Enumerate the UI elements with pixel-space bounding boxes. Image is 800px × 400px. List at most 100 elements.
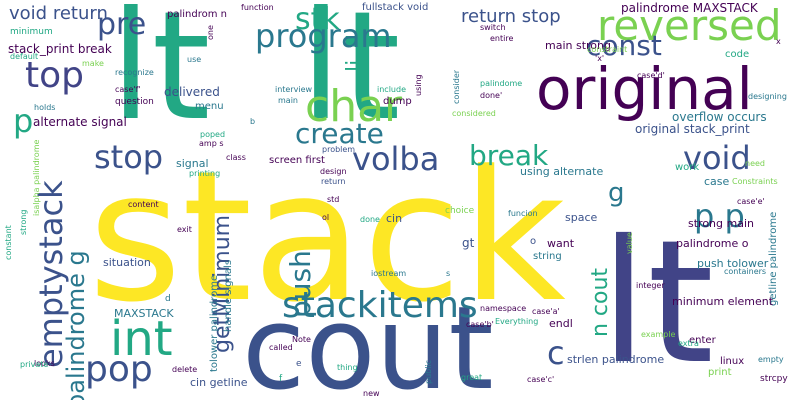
word-example: example bbox=[641, 330, 676, 339]
word-palindrome-maxstack: palindrome MAXSTACK bbox=[621, 1, 758, 15]
word-program: program bbox=[255, 17, 392, 55]
word-cin: cin bbox=[386, 212, 403, 225]
word-considered: considered bbox=[452, 109, 496, 118]
word-cin-getline: cin getline bbox=[190, 376, 248, 389]
word-new: new bbox=[363, 389, 380, 398]
word-x-quoted: 'x' bbox=[595, 54, 605, 63]
word-f: f bbox=[279, 374, 283, 384]
word-push: push bbox=[284, 250, 317, 318]
word-create: create bbox=[295, 117, 384, 150]
word-dump: dump bbox=[383, 96, 412, 107]
word-endl: endl bbox=[549, 317, 573, 330]
word-li: li bbox=[343, 59, 368, 72]
word-note: Note bbox=[292, 335, 311, 344]
word-return: return bbox=[321, 177, 346, 186]
word-palindrome-g: palindrome g bbox=[62, 250, 90, 400]
word-stop: stop bbox=[94, 138, 164, 176]
word-c: c bbox=[547, 334, 565, 372]
word-getline-palindrome: getline palindrome bbox=[768, 211, 779, 306]
word-b: b bbox=[250, 117, 256, 126]
word-volba: volba bbox=[352, 140, 440, 178]
word-iostream: iostream bbox=[371, 269, 407, 278]
word-integer: integer bbox=[636, 281, 665, 290]
word-value: value bbox=[625, 232, 634, 254]
word-problem: problem bbox=[322, 145, 356, 154]
word-palindome: palindome bbox=[480, 79, 523, 88]
word-x: x bbox=[776, 37, 781, 46]
word-one: one bbox=[206, 25, 215, 40]
word-std: std bbox=[327, 195, 340, 204]
word-space: space bbox=[565, 211, 598, 224]
word-consider: consider bbox=[452, 69, 461, 104]
word-case-f: case'f' bbox=[115, 85, 141, 94]
word-alternate-signal: alternate signal bbox=[33, 115, 127, 129]
word-g: g bbox=[608, 178, 625, 208]
word-case-a: case'a' bbox=[532, 307, 560, 316]
word-cout: cout bbox=[242, 282, 494, 400]
word-class: class bbox=[226, 153, 246, 162]
word-amp-s: amp s bbox=[199, 139, 224, 148]
word-empty: empty bbox=[758, 355, 784, 364]
word-code: code bbox=[725, 49, 750, 60]
word-gt: gt bbox=[462, 236, 475, 250]
word-handle-signals: handle signals bbox=[223, 259, 234, 332]
word-include: include bbox=[377, 85, 406, 94]
word-o: o bbox=[530, 236, 537, 247]
word-palindrome-o: palindrome o bbox=[676, 237, 749, 250]
word-use: use bbox=[187, 55, 202, 64]
word-minimum-element: minimum element bbox=[672, 295, 774, 308]
word-private: private bbox=[20, 360, 49, 369]
word-signal: signal bbox=[176, 157, 209, 170]
word-case-d: case'd' bbox=[637, 71, 665, 80]
word-enter: enter bbox=[689, 335, 716, 346]
word-palindrom-n: palindrom n bbox=[167, 9, 227, 20]
word-designing: designing bbox=[748, 92, 787, 101]
word-lt: lt bbox=[600, 204, 714, 400]
word-using: using bbox=[414, 74, 423, 96]
word-linux: linux bbox=[720, 356, 745, 367]
word-strong-main: strong main bbox=[688, 217, 754, 230]
word-case-c: case'c' bbox=[527, 375, 555, 384]
word-namespace: namespace bbox=[480, 304, 527, 313]
word-menu: menu bbox=[195, 101, 224, 112]
word-great: great bbox=[461, 373, 483, 382]
word-p-p: p p bbox=[694, 197, 745, 235]
word-choice: choice bbox=[445, 206, 475, 216]
word-work: work bbox=[675, 162, 700, 173]
word-stack: stack bbox=[88, 133, 566, 342]
word-thing: thing bbox=[337, 363, 358, 372]
word-original-stack-print: original stack_print bbox=[635, 122, 750, 136]
word-stk: stk bbox=[295, 2, 340, 37]
word-printing: printing bbox=[189, 169, 221, 178]
word-make: make bbox=[82, 59, 104, 68]
word-using-alternate: using alternate bbox=[520, 165, 604, 178]
word-entire: entire bbox=[490, 34, 514, 43]
word-return-stop: return stop bbox=[461, 6, 561, 27]
word-reversed: reversed bbox=[597, 1, 782, 50]
word-lt: lt bbox=[110, 0, 211, 154]
word-question: question bbox=[115, 97, 154, 107]
word-ol: ol bbox=[322, 213, 330, 222]
word-delivered: delivered bbox=[164, 85, 220, 99]
word-isalpha-palindrome: isalpha palindrome bbox=[32, 139, 41, 216]
word-s: s bbox=[446, 269, 451, 278]
word-strcpy: strcpy bbox=[760, 374, 788, 384]
word-default: default bbox=[10, 52, 39, 61]
word-e: e bbox=[296, 359, 302, 369]
word-done: done bbox=[360, 215, 380, 224]
word-funcion: funcion bbox=[508, 209, 538, 218]
word-pre: pre bbox=[97, 7, 147, 42]
word-string: string bbox=[533, 251, 562, 262]
word-called: called bbox=[269, 343, 293, 352]
word-main: main bbox=[278, 96, 298, 105]
word-constraint: constraint bbox=[587, 45, 628, 54]
word-maxstack: MAXSTACK bbox=[114, 307, 174, 320]
word-strlen-palindrome: strlen palindrome bbox=[567, 353, 665, 366]
word-poped: poped bbox=[200, 130, 226, 139]
word-fullstack-void: fullstack void bbox=[362, 2, 429, 13]
word-screen-first: screen first bbox=[269, 155, 325, 166]
word-print: print bbox=[708, 367, 732, 378]
word-n-cout: n cout bbox=[588, 267, 613, 337]
word-main-strong: main strong bbox=[545, 39, 611, 52]
word-stackitems: stackitems bbox=[282, 285, 478, 326]
